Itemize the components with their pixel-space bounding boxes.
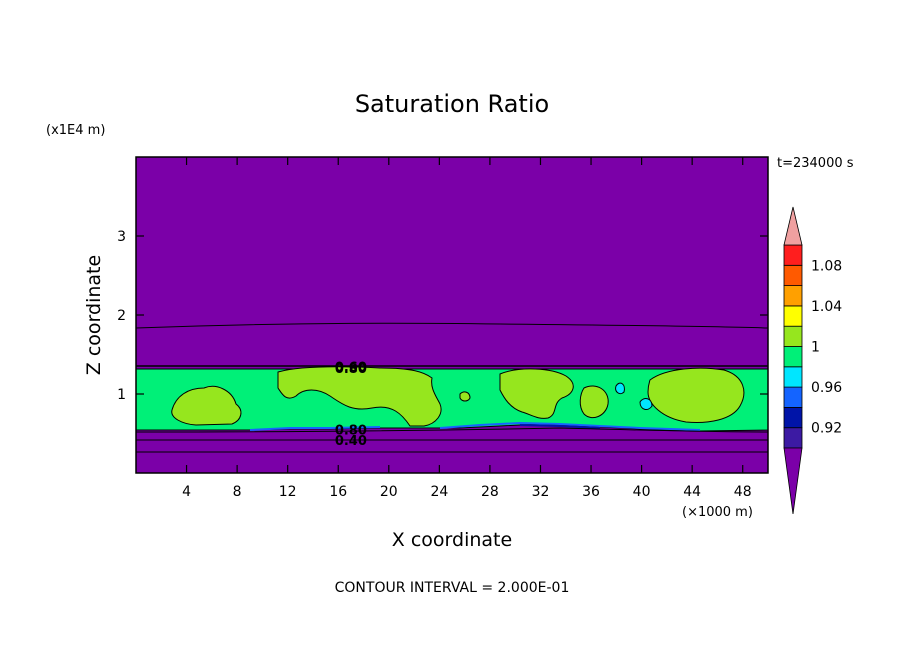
plot-area: 0.600.800.800.40 (136, 157, 768, 473)
contour-label: 0.60 (335, 360, 367, 375)
colorbar-tick-label: 1.04 (811, 299, 842, 315)
x-tick-label: 32 (532, 484, 550, 500)
x-tick-label: 4 (182, 484, 191, 500)
x-axis-ticks: 4 8 12 16 20 24 28 32 36 40 44 48 (182, 157, 752, 500)
colorbar-segment (783, 244, 803, 266)
x-tick-label: 36 (582, 484, 600, 500)
lower-boundary-detail (249, 421, 701, 431)
y-axis-ticks: 1 2 3 (117, 229, 768, 403)
saturation-patches (171, 366, 745, 427)
x-tick-label: 20 (380, 484, 398, 500)
contour-label: 0.80 (335, 424, 367, 439)
x-tick-label: 48 (734, 484, 752, 500)
chart-title: Saturation Ratio (355, 90, 549, 118)
y-unit-label: (x1E4 m) (46, 123, 105, 138)
low-saturation-spot-3 (639, 398, 653, 410)
colorbar-tick-label: 1.08 (811, 258, 842, 274)
x-tick-label: 24 (430, 484, 448, 500)
x-axis-title: X coordinate (392, 529, 512, 551)
colorbar-segment (783, 406, 803, 429)
x-tick-label: 40 (633, 484, 651, 500)
colorbar-tick-label: 1 (811, 340, 820, 356)
x-tick-label: 16 (329, 484, 347, 500)
contour-label: 0.80 (335, 362, 367, 377)
colorbar-segment (783, 346, 803, 368)
colorbar-segment (783, 386, 803, 408)
colorbar-upper-extension (783, 206, 803, 246)
colorbar-segment (783, 264, 803, 286)
x-tick-label: 28 (481, 484, 499, 500)
y-tick-label: 2 (117, 308, 126, 324)
colorbar-segment (783, 427, 803, 449)
colorbar-segment (783, 285, 803, 307)
colorbar-tick-label: 0.92 (811, 421, 842, 437)
contour-label: 0.40 (335, 434, 367, 449)
y-tick-label: 1 (117, 387, 126, 403)
x-tick-label: 8 (233, 484, 242, 500)
colorbar-segment (783, 325, 803, 347)
colorbar-segment (783, 366, 803, 388)
colorbar-tick-label: 0.96 (811, 380, 842, 396)
y-tick-label: 3 (117, 229, 126, 245)
upper-contour-line (136, 322, 768, 329)
x-tick-label: 12 (279, 484, 297, 500)
contour-interval-label: CONTOUR INTERVAL = 2.000E-01 (335, 580, 570, 596)
layer-bottom-contour (136, 427, 768, 433)
x-tick-label: 44 (683, 484, 701, 500)
colorbar: 1.08 1.04 1 0.96 0.92 (783, 206, 842, 515)
x-unit-label: (×1000 m) (682, 505, 753, 520)
time-label: t=234000 s (777, 156, 854, 171)
low-saturation-spot-2 (615, 382, 625, 395)
colorbar-segment (783, 305, 803, 327)
low-saturation-spot-1 (459, 391, 471, 402)
colorbar-lower-extension (783, 447, 803, 515)
contour-labels: 0.600.800.800.40 (335, 360, 367, 448)
y-axis-title: Z coordinate (83, 255, 105, 375)
